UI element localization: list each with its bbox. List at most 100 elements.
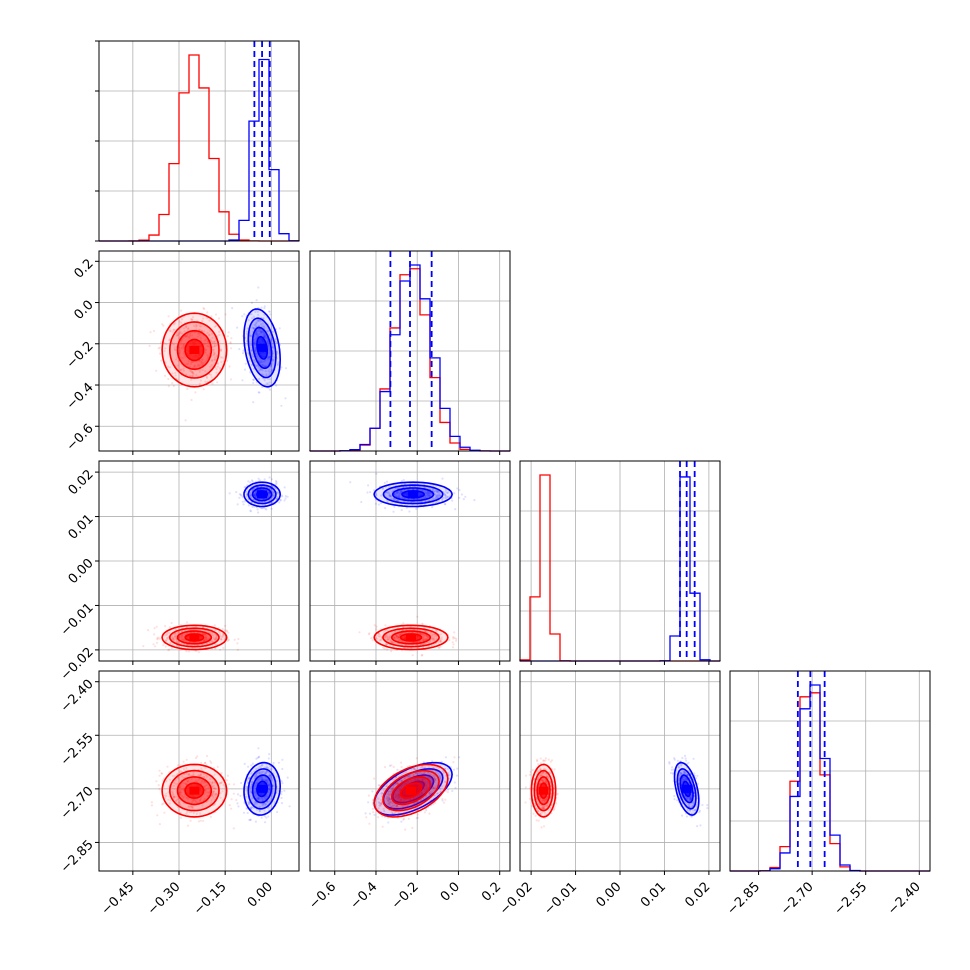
scatter-point [423,495,427,498]
scatter-point [160,772,163,775]
scatter-point [210,761,213,765]
scatter-point [420,780,423,783]
scatter-point [253,791,256,794]
scatter-point [259,330,262,333]
scatter-point [247,504,250,507]
scatter-point [206,636,209,640]
scatter-point [407,780,410,783]
scatter-point [254,492,257,495]
scatter-point [260,332,263,335]
scatter-point [446,767,449,770]
scatter-point [387,799,390,802]
scatter-point [268,753,271,756]
scatter-point [261,803,264,806]
scatter-point [701,803,704,807]
scatter-point [452,761,455,764]
scatter-point [410,780,413,783]
scatter-point [273,486,276,489]
scatter-point [193,798,197,802]
scatter-point [212,350,215,354]
scatter-point [180,368,183,371]
scatter-point [400,632,403,635]
scatter-point [243,500,246,503]
scatter-point [212,784,215,787]
scatter-point [249,371,252,374]
scatter-point [422,643,425,646]
scatter-point [409,773,412,777]
scatter-point [388,797,391,800]
panel-background [310,671,510,871]
scatter-point [180,638,183,641]
scatter-point [187,798,190,801]
scatter-point [349,481,352,484]
scatter-point [386,648,389,651]
scatter-point [228,365,231,368]
scatter-point [236,326,239,329]
scatter-point [264,336,267,340]
scatter-point [214,794,217,797]
scatter-point [214,796,217,799]
scatter-point [399,490,402,493]
scatter-point [685,759,688,762]
scatter-point [688,797,692,800]
scatter-point [413,779,416,782]
scatter-point [397,811,400,815]
scatter-point [190,777,193,781]
scatter-point [176,797,180,801]
scatter-point [373,777,376,780]
scatter-point [416,640,419,643]
scatter-point [197,820,201,823]
scatter-point [420,799,423,802]
scatter-point [172,323,175,326]
scatter-point [171,637,175,640]
scatter-point [387,800,390,803]
scatter-point [694,808,697,812]
scatter-point [182,639,186,642]
scatter-point [399,492,402,495]
scatter-point [259,320,262,323]
scatter-point [220,638,223,641]
scatter-point [268,800,271,803]
scatter-point [250,301,253,304]
scatter-point [251,326,254,329]
scatter-point [686,808,689,811]
scatter-point [185,363,188,366]
scatter-point [389,797,392,801]
scatter-point [174,322,177,325]
scatter-point [251,505,254,508]
scatter-point [155,369,158,372]
scatter-point [181,775,184,778]
scatter-point [381,487,384,490]
scatter-point [431,633,434,636]
scatter-point [403,482,406,485]
scatter-point [219,782,222,785]
scatter-point [411,654,414,657]
scatter-point [206,754,209,758]
scatter-point [441,799,444,802]
scatter-point [408,775,411,778]
scatter-point [252,401,255,404]
scatter-point [202,361,205,364]
scatter-point [204,784,207,788]
scatter-point [403,776,406,780]
scatter-point [427,776,430,779]
scatter-point [396,636,399,639]
scatter-point [275,481,278,484]
scatter-point [199,800,202,803]
scatter-point [182,635,185,638]
scatter-point [179,785,182,789]
scatter-point [209,801,213,805]
scatter-point [211,792,214,795]
scatter-point [396,491,400,494]
scatter-point [218,633,222,636]
scatter-point [401,800,404,804]
scatter-point [379,502,382,505]
scatter-point [438,775,442,778]
scatter-point [167,385,170,388]
scatter-point [390,764,393,767]
scatter-point [256,797,259,800]
scatter-point [251,488,254,492]
scatter-point [254,310,257,314]
scatter-point [388,492,391,496]
scatter-point [192,798,195,802]
